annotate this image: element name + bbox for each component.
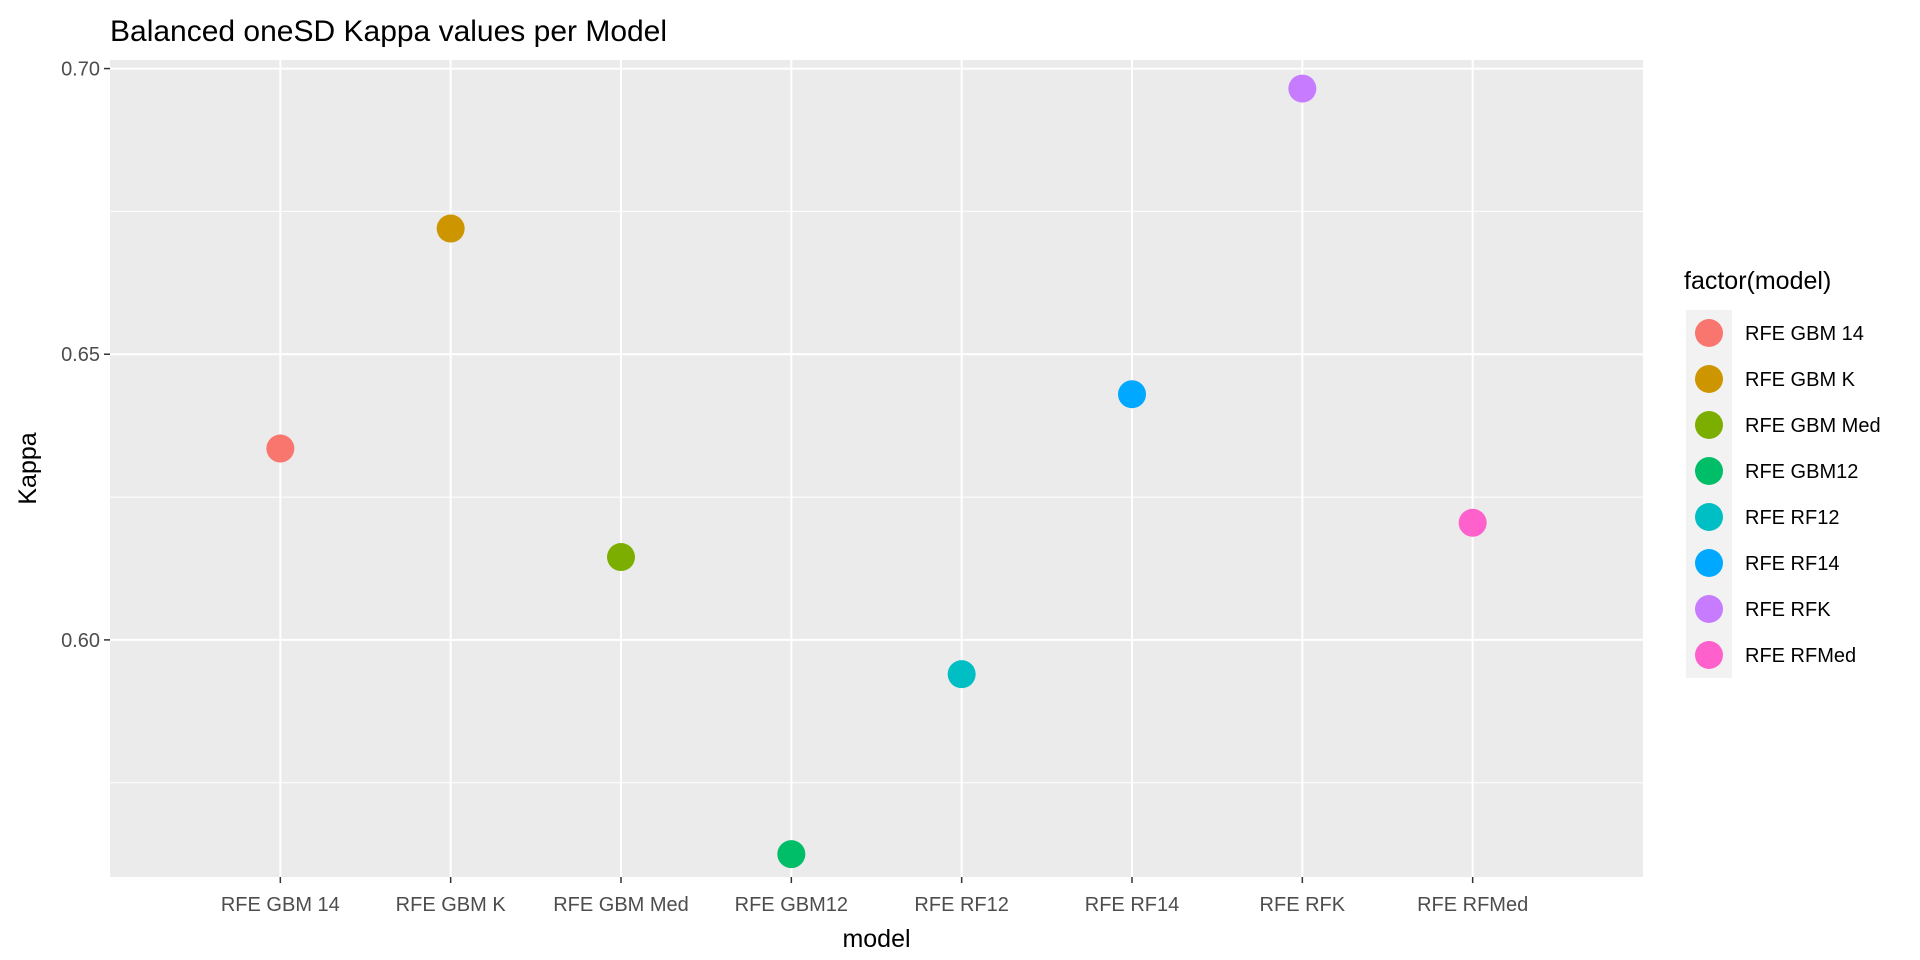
x-axis: RFE GBM 14 RFE GBM K RFE GBM Med RFE GBM12 R… — [221, 877, 1528, 916]
legend-key — [1695, 365, 1723, 393]
data-points — [266, 74, 1487, 869]
legend-title: factor(model) — [1684, 267, 1831, 295]
legend-label: RFE GBM 14 — [1745, 323, 1864, 345]
legend-label: RFE GBM K — [1745, 369, 1856, 391]
legend-key — [1695, 641, 1723, 669]
y-tick-label: 0.65 — [61, 344, 100, 366]
x-axis-title: model — [842, 925, 910, 953]
x-tick-label: RFE GBM K — [396, 894, 507, 916]
x-tick-label: RFE GBM12 — [735, 894, 848, 916]
legend-key — [1695, 319, 1723, 347]
grid-lines — [110, 60, 1643, 877]
legend-label: RFE RF12 — [1745, 507, 1839, 529]
chart-title: Balanced oneSD Kappa values per Model — [110, 15, 667, 48]
x-tick-label: RFE GBM Med — [553, 894, 689, 916]
legend: factor(model) RFE GBM 14 RFE GBM K RFE GBM… — [1684, 267, 1881, 678]
y-tick-label: 0.60 — [61, 630, 100, 652]
legend-key — [1695, 411, 1723, 439]
legend-label: RFE GBM12 — [1745, 461, 1858, 483]
legend-label: RFE RFK — [1745, 599, 1831, 621]
data-point — [266, 434, 295, 463]
legend-label: RFE RFMed — [1745, 645, 1856, 667]
legend-label: RFE RF14 — [1745, 553, 1839, 575]
x-tick-label: RFE RF14 — [1085, 894, 1179, 916]
x-tick-label: RFE RF12 — [914, 894, 1008, 916]
data-point — [436, 214, 465, 243]
legend-key — [1695, 503, 1723, 531]
y-axis: 0.60 0.65 0.70 — [61, 59, 110, 652]
data-point — [1118, 380, 1146, 409]
y-axis-title: Kappa — [14, 432, 42, 504]
legend-label: RFE GBM Med — [1745, 415, 1881, 437]
data-point — [777, 840, 806, 869]
data-point — [607, 543, 635, 572]
legend-key — [1695, 457, 1723, 485]
y-tick-label: 0.70 — [61, 59, 100, 81]
legend-key — [1695, 549, 1723, 577]
x-tick-label: RFE RFK — [1260, 894, 1346, 916]
plot-panel — [110, 60, 1643, 877]
data-point — [1458, 508, 1487, 537]
data-point — [947, 660, 976, 689]
data-point — [1288, 74, 1317, 103]
legend-key — [1695, 595, 1723, 623]
x-tick-label: RFE RFMed — [1417, 894, 1528, 916]
x-tick-label: RFE GBM 14 — [221, 894, 340, 916]
